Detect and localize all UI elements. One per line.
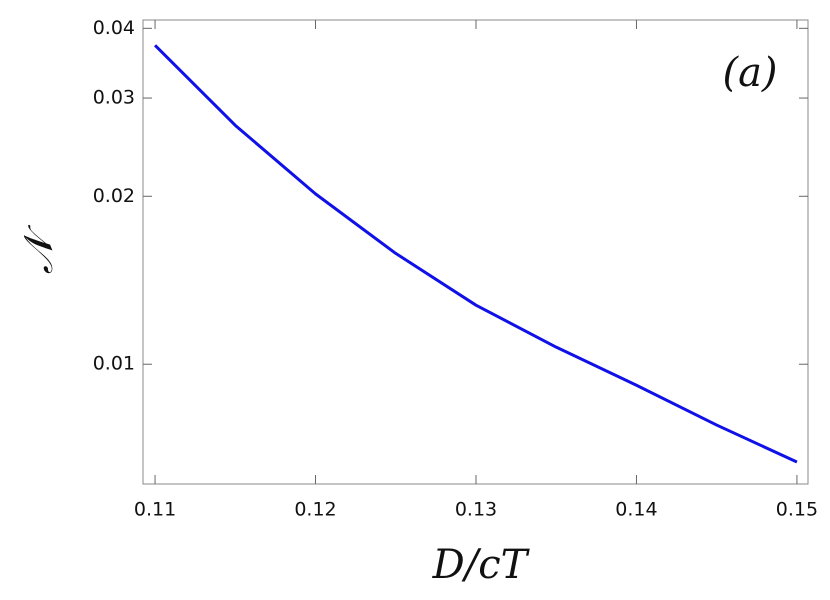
x-tick-label: 0.11 [134,499,176,521]
y-tick-label: 0.04 [93,17,135,39]
x-tick-label: 0.12 [294,499,336,521]
x-tick-label: 0.14 [615,499,657,521]
x-axis-label: D/cT [432,542,531,588]
y-tick-label: 0.01 [93,353,135,375]
y-tick-label: 0.03 [93,87,135,109]
y-tick-label: 0.02 [93,185,135,207]
x-tick-label: 0.13 [455,499,497,521]
plot-frame [142,19,809,485]
x-tick-label: 0.15 [776,499,818,521]
data-line [153,44,798,464]
y-axis-label: 𝒩 [16,224,62,274]
panel-label: (a) [722,50,777,96]
